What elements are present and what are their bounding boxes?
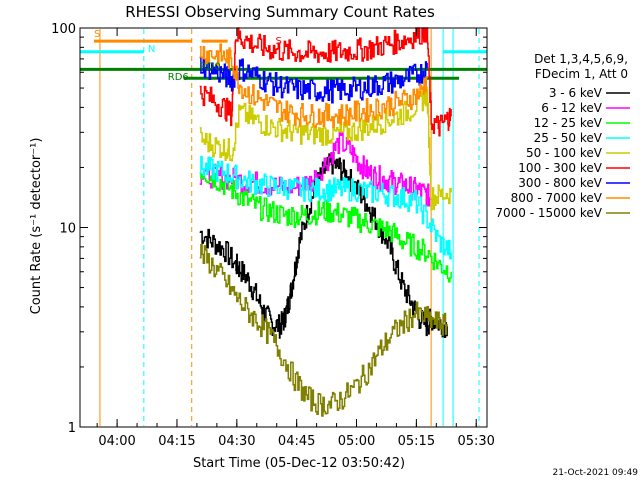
band-label-0: S [94, 29, 100, 40]
legend-label-6: 300 - 800 keV [518, 176, 602, 190]
y-axis-ticks: 1 10 100 [51, 22, 487, 436]
legend-header-line-2: FDecim 1, Att 0 [535, 67, 628, 81]
y-tick-label-1: 10 [59, 222, 76, 237]
legend-label-4: 50 - 100 keV [526, 146, 603, 160]
plot-frame [79, 27, 488, 428]
legend: Det 1,3,4,5,6,9, FDecim 1, Att 0 3 - 6 k… [495, 52, 630, 220]
band-label-1: N [148, 44, 155, 55]
y-tick-label-2: 100 [51, 22, 76, 37]
legend-header-line-1: Det 1,3,4,5,6,9, [534, 52, 628, 66]
series-line-4 [199, 87, 452, 211]
series-line-6 [199, 56, 428, 104]
series-line-7 [199, 43, 428, 128]
x-tick-label-3: 04:45 [278, 434, 315, 449]
legend-label-3: 25 - 50 keV [534, 131, 603, 145]
x-tick-label-5: 05:15 [398, 434, 435, 449]
legend-label-5: 100 - 300 keV [518, 161, 602, 175]
series-line-2 [199, 171, 452, 283]
series-line-8 [199, 244, 448, 417]
band-label-4: S [276, 36, 282, 47]
legend-label-2: 12 - 25 keV [534, 116, 603, 130]
x-tick-label-4: 05:00 [338, 434, 375, 449]
series-line-3 [199, 155, 452, 260]
legend-label-7: 800 - 7000 keV [511, 191, 603, 205]
band-label-3: RD6 [168, 72, 189, 83]
x-axis-label: Start Time (05-Dec-12 03:50:42) [193, 456, 405, 471]
plot-area: S N RD0 RD6 S [80, 27, 487, 426]
x-tick-label-0: 04:00 [98, 434, 135, 449]
x-tick-label-6: 05:30 [457, 434, 494, 449]
x-tick-label-2: 04:30 [218, 434, 255, 449]
legend-label-0: 3 - 6 keV [549, 86, 603, 100]
chart-title: RHESSI Observing Summary Count Rates [125, 3, 435, 21]
x-axis-ticks: 04:00 04:15 04:30 04:45 05:00 05:15 05:30 [96, 28, 495, 449]
series-line-5 [199, 27, 452, 137]
band-label-2: RD0 [200, 61, 221, 72]
footer-timestamp: 21-Oct-2021 09:49 [553, 468, 639, 478]
x-tick-label-1: 04:15 [158, 434, 195, 449]
y-tick-label-0: 1 [68, 421, 76, 436]
legend-label-1: 6 - 12 keV [541, 101, 603, 115]
y-axis-label: Count Rate (s⁻¹ detector⁻¹) [29, 138, 44, 315]
legend-label-8: 7000 - 15000 keV [495, 206, 602, 220]
